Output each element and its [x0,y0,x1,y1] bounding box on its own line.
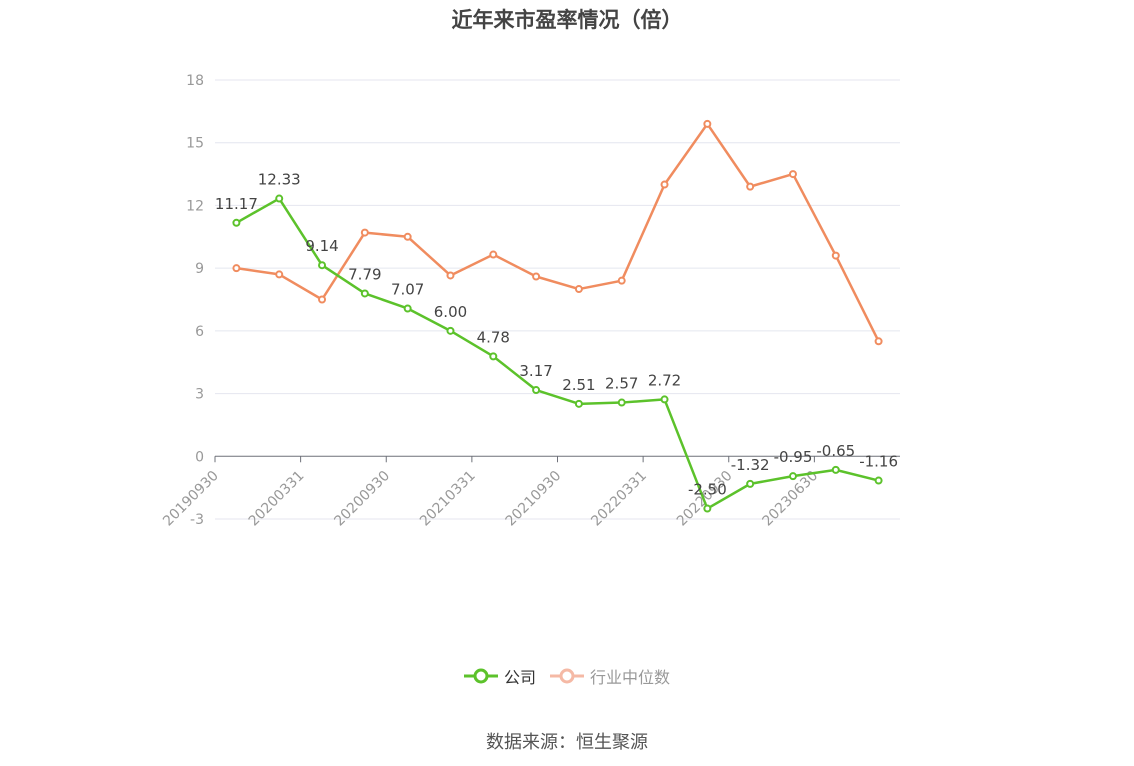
y-tick-label: 3 [195,387,204,403]
data-point-company [446,326,455,335]
series-line-company [235,197,879,510]
data-point-industry-median [318,295,327,304]
data-label: 12.33 [258,171,301,189]
data-source: 数据来源：恒生聚源 [486,732,648,753]
data-label: 6.00 [434,303,467,321]
data-label: -2.50 [688,481,727,499]
data-label: 7.07 [391,280,424,298]
legend-item-company[interactable]: 公司 [463,664,536,688]
x-tick-label: 20220331 [588,468,650,530]
data-label: 11.17 [215,195,258,213]
data-point-company [874,476,883,485]
data-point-company [660,395,669,404]
chart-title: 近年来市盈率情况（倍） [451,8,683,32]
y-tick-label: 6 [195,324,204,340]
data-point-company [318,261,327,270]
x-tick-label: 20200930 [331,468,393,530]
y-tick-label: -3 [190,512,204,528]
data-label: -0.95 [774,448,813,466]
data-point-company [746,479,755,488]
data-point-company [617,398,626,407]
data-point-industry-median [489,250,498,259]
data-label: -1.16 [859,453,898,471]
data-label: 2.57 [605,375,638,393]
legend-marker-company [463,668,498,684]
data-point-company [275,194,284,203]
y-tick-label: 0 [195,449,204,465]
data-point-industry-median [532,272,541,281]
x-tick-label: 20200331 [246,468,308,530]
data-label: 9.14 [305,237,338,255]
legend-item-industry-median[interactable]: 行业中位数 [550,664,670,688]
data-point-company [489,352,498,361]
data-point-industry-median [617,276,626,285]
data-point-industry-median [446,271,455,280]
y-tick-label: 9 [195,261,204,277]
data-point-industry-median [874,337,883,346]
data-label: 2.72 [648,371,681,389]
data-label: 3.17 [519,362,552,380]
data-point-company [574,399,583,408]
data-point-industry-median [660,180,669,189]
data-point-company [232,218,241,227]
data-point-industry-median [360,228,369,237]
series-line-industry-median [236,122,880,342]
data-label: -1.32 [731,456,770,474]
data-point-industry-median [403,232,412,241]
data-point-industry-median [788,170,797,179]
data-point-industry-median [746,182,755,191]
data-label: -0.65 [816,442,855,460]
data-point-company [532,386,541,395]
legend-label-company: 公司 [503,668,536,687]
data-label: 7.79 [348,265,381,283]
data-point-company [403,304,412,313]
data-point-company [703,504,712,513]
y-tick-label: 18 [186,73,204,89]
x-tick-label: 20210331 [417,468,479,530]
y-tick-label: 12 [186,198,204,214]
data-point-industry-median [831,251,840,260]
legend-marker-industry-median [550,668,584,684]
data-label: 4.78 [477,328,510,346]
data-point-company [360,289,369,298]
data-label: 2.51 [562,376,595,394]
data-point-industry-median [232,264,241,273]
chart-legend: 公司 行业中位数 [0,664,1134,688]
data-point-company [788,472,797,481]
legend-label-industry-median: 行业中位数 [590,668,671,687]
data-point-industry-median [574,285,583,294]
y-tick-label: 15 [186,136,204,152]
data-point-industry-median [275,270,284,279]
data-point-industry-median [703,119,712,128]
x-tick-label: 20210930 [503,468,565,530]
data-point-company [831,465,840,474]
